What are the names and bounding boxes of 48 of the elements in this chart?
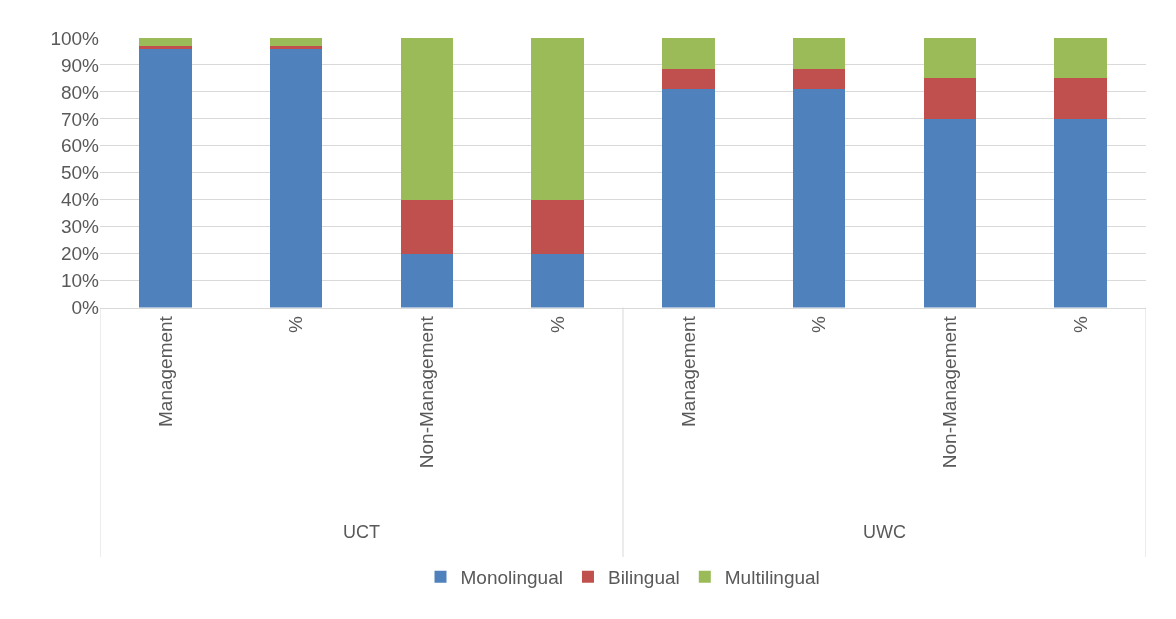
bar <box>269 48 323 308</box>
bar <box>923 118 977 308</box>
y-tick-label: 70% <box>60 108 100 130</box>
y-tick-label: 80% <box>60 81 100 103</box>
legend-label: Bilingual <box>607 567 680 589</box>
x-tick-label: % <box>285 316 307 334</box>
bar <box>531 253 584 308</box>
bar <box>139 38 192 47</box>
bar <box>662 68 715 90</box>
bar <box>1054 118 1107 308</box>
legend-label: Monolingual <box>460 567 563 589</box>
bar <box>531 38 584 200</box>
bar <box>792 89 846 308</box>
x-tick-label: % <box>546 316 568 334</box>
x-tick-label: Management <box>154 315 176 428</box>
text: UWC <box>863 522 906 542</box>
x-tick-label: Non-Management <box>416 315 438 469</box>
bar <box>662 89 715 308</box>
bar <box>531 199 584 254</box>
bar <box>662 38 715 69</box>
y-tick-label: 0% <box>71 297 100 319</box>
x-tick-label: % <box>808 316 830 334</box>
y-tick-label: 10% <box>60 270 100 292</box>
bar <box>1054 38 1107 79</box>
legend-label: Multilingual <box>724 567 820 589</box>
y-tick-label: 30% <box>60 216 100 238</box>
bar <box>139 46 192 49</box>
text: UCT <box>343 522 380 542</box>
bar <box>923 38 977 79</box>
y-tick-label: 90% <box>60 54 100 76</box>
bar <box>139 48 192 308</box>
bar <box>269 38 323 47</box>
x-tick-label: % <box>1069 316 1091 334</box>
y-tick-label: 40% <box>60 189 100 211</box>
bar <box>1054 78 1107 119</box>
y-tick-label: 100% <box>50 27 100 49</box>
y-tick-label: 60% <box>60 135 100 157</box>
bar <box>923 78 977 119</box>
bar <box>400 199 454 254</box>
bar <box>400 38 454 200</box>
bar <box>269 46 323 49</box>
bar <box>792 68 846 90</box>
x-tick-label: Management <box>677 315 699 428</box>
bar <box>400 253 454 308</box>
y-tick-label: 20% <box>60 243 100 265</box>
y-tick-label: 50% <box>60 162 100 184</box>
bar <box>792 38 846 69</box>
x-tick-label: Non-Management <box>939 315 961 469</box>
